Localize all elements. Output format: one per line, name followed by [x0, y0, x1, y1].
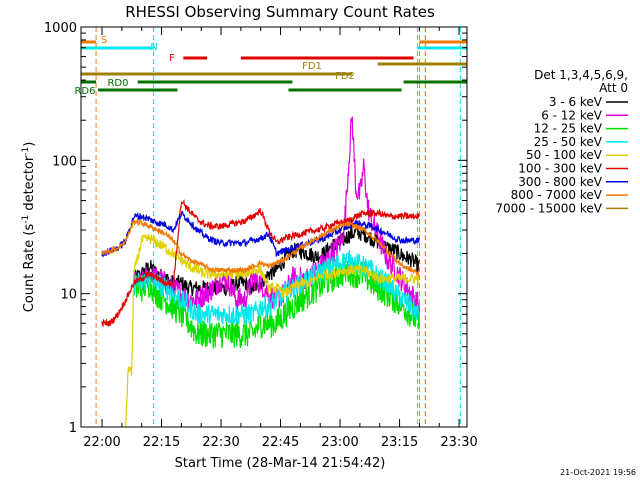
date-stamp: 21-Oct-2021 19:56 [560, 468, 636, 477]
y-tick-label-2: 100 [52, 154, 77, 169]
x-axis: 22:00 22:15 22:30 22:45 23:00 23:15 23:30 [83, 27, 478, 450]
plot-frame [80, 26, 468, 428]
flag-label-fd1: FD1 [302, 61, 322, 72]
series-line-100-300-kev [101, 198, 420, 328]
x-tick-label-4: 23:00 [321, 435, 358, 450]
y-axis-label-exponent-1: -1 [21, 215, 31, 224]
legend-label-100-300-kev: 100 - 300 keV [518, 162, 602, 176]
flag-label-s: S [101, 35, 107, 46]
chart-title: RHESSI Observing Summary Count Rates [125, 3, 435, 21]
legend-label-800-7000-kev: 800 - 7000 keV [511, 188, 603, 202]
legend-label-7000-15000-kev: 7000 - 15000 keV [495, 201, 602, 215]
flag-label-f: F [169, 53, 175, 64]
legend-label-300-800-kev: 300 - 800 keV [518, 175, 602, 189]
x-tick-label-0: 22:00 [83, 435, 120, 450]
x-axis-label: Start Time (28-Mar-14 21:54:42) [175, 456, 386, 471]
x-tick-label-1: 22:15 [143, 435, 180, 450]
legend-label-6-12-kev: 6 - 12 keV [541, 108, 603, 122]
y-axis-label-exponent-2: -1 [21, 147, 31, 156]
legend-label-3-6-kev: 3 - 6 keV [549, 95, 603, 109]
series-line-25-50-kev [133, 249, 420, 325]
plot-area: S N F FD1 FD2 RD0 RD6 [74, 27, 467, 428]
x-tick-label-2: 22:30 [202, 435, 239, 450]
flag-label-rd0: RD0 [107, 78, 128, 89]
legend-label-50-100-kev: 50 - 100 keV [526, 148, 603, 162]
y-axis-label-main: Count Rate (s [22, 224, 37, 313]
x-tick-label-5: 23:15 [381, 435, 418, 450]
flag-label-fd2: FD2 [335, 71, 355, 82]
y-axis-label-end: ) [22, 142, 37, 147]
legend-header-attenuator: Att 0 [599, 81, 628, 95]
series-line-800-7000-kev [101, 217, 420, 277]
legend-label-12-25-kev: 12 - 25 keV [534, 122, 603, 136]
series-line-300-800-kev [101, 210, 420, 258]
y-tick-label-1: 10 [60, 288, 77, 303]
series-line-50-100-kev [125, 233, 420, 428]
x-tick-label-6: 23:30 [440, 435, 477, 450]
flag-label-rd6: RD6 [74, 86, 95, 97]
y-tick-label-3: 1000 [44, 21, 77, 36]
x-tick-label-3: 22:45 [262, 435, 299, 450]
y-axis-label: Count Rate (s-1 detector-1) [21, 142, 37, 313]
y-axis: 1 10 100 1000 [44, 21, 467, 436]
y-axis-label-middle: detector [22, 155, 37, 215]
y-tick-label-0: 1 [69, 421, 77, 436]
legend-header: Det 1,3,4,5,6,9, [534, 68, 628, 82]
legend-label-25-50-kev: 25 - 50 keV [534, 135, 603, 149]
flag-label-n: N [150, 42, 157, 53]
